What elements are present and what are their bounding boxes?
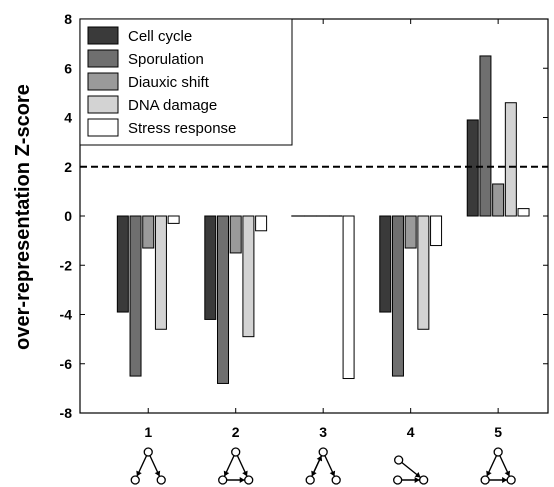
motif-node (318, 447, 328, 457)
bar (404, 215, 417, 249)
bar (167, 215, 180, 224)
motif-node (480, 475, 490, 485)
bar (430, 215, 443, 247)
bar (204, 215, 217, 320)
legend-swatch (87, 49, 119, 68)
x-tick-label: 4 (407, 424, 415, 440)
bars-group (116, 55, 530, 384)
y-tick-label: -2 (60, 257, 73, 273)
motif-node (244, 475, 254, 485)
motif-arrowhead (329, 470, 336, 477)
motif-3-icon (305, 447, 341, 485)
motif-5-icon (480, 447, 516, 485)
motif-arrowhead (136, 470, 142, 477)
motif-node (331, 475, 341, 485)
legend-label: Diauxic shift (128, 74, 210, 91)
bar (479, 55, 492, 217)
motif-icons (130, 447, 516, 485)
motif-2-icon (218, 447, 254, 485)
motif-node (419, 475, 429, 485)
bar (217, 215, 230, 384)
bar (129, 215, 142, 377)
motif-node (305, 475, 315, 485)
y-axis-ticks: 8 6 4 2 0 -2 -4 -6 -8 (60, 11, 548, 421)
bar (154, 215, 167, 330)
x-tick-label: 2 (232, 424, 240, 440)
y-tick-label: 6 (64, 60, 72, 76)
legend-swatch (87, 72, 119, 91)
y-axis-label: over-representation Z-score (12, 84, 34, 350)
x-tick-label: 5 (494, 424, 502, 440)
motif-node (493, 447, 503, 457)
motif-node (218, 475, 228, 485)
motif-arrowhead (154, 470, 161, 477)
motif-arrowhead (242, 470, 248, 477)
y-tick-label: -6 (60, 356, 73, 372)
y-tick-label: 8 (64, 11, 72, 27)
y-tick-label: 2 (64, 159, 72, 175)
motif-node (143, 447, 153, 457)
bar (342, 215, 355, 380)
motif-arrowhead (316, 455, 323, 462)
legend-swatch (87, 26, 119, 45)
motif-arrowhead (504, 470, 511, 477)
bar (391, 215, 404, 377)
motif-arrowhead (223, 470, 230, 477)
x-tick-label: 3 (319, 424, 327, 440)
legend-label: DNA damage (128, 97, 217, 114)
bar (517, 208, 530, 217)
y-tick-label: 4 (64, 110, 72, 126)
motif-arrowhead (414, 472, 421, 478)
legend-label: Stress response (128, 120, 236, 137)
bar (417, 215, 430, 330)
bar (466, 119, 479, 217)
bar (255, 215, 268, 232)
bar (116, 215, 129, 313)
y-tick-label: -8 (60, 405, 73, 421)
legend-label: Cell cycle (128, 28, 192, 45)
motif-node (156, 475, 166, 485)
legend-label: Sporulation (128, 51, 204, 68)
motif-arrowhead (486, 470, 492, 477)
legend: Cell cycle Sporulation Diauxic shift DNA da… (79, 18, 293, 146)
motif-node (506, 475, 516, 485)
motif-node (394, 455, 404, 465)
y-tick-label: 0 (64, 208, 72, 224)
legend-swatch (87, 95, 119, 114)
bar (504, 102, 517, 217)
bar (379, 215, 392, 313)
motif-arrowhead (502, 477, 508, 483)
motif-node (393, 475, 403, 485)
bar (229, 215, 242, 254)
motif-arrowhead (414, 477, 420, 483)
motif-node (130, 475, 140, 485)
motif-node (231, 447, 241, 457)
legend-swatch (87, 118, 119, 137)
bar (142, 215, 155, 249)
motif-4-icon (393, 455, 429, 485)
bar (492, 183, 505, 217)
bar (242, 215, 255, 338)
motif-1-icon (130, 447, 166, 485)
y-tick-label: -4 (60, 307, 73, 323)
x-tick-label: 1 (144, 424, 152, 440)
motif-arrowhead (239, 477, 245, 483)
